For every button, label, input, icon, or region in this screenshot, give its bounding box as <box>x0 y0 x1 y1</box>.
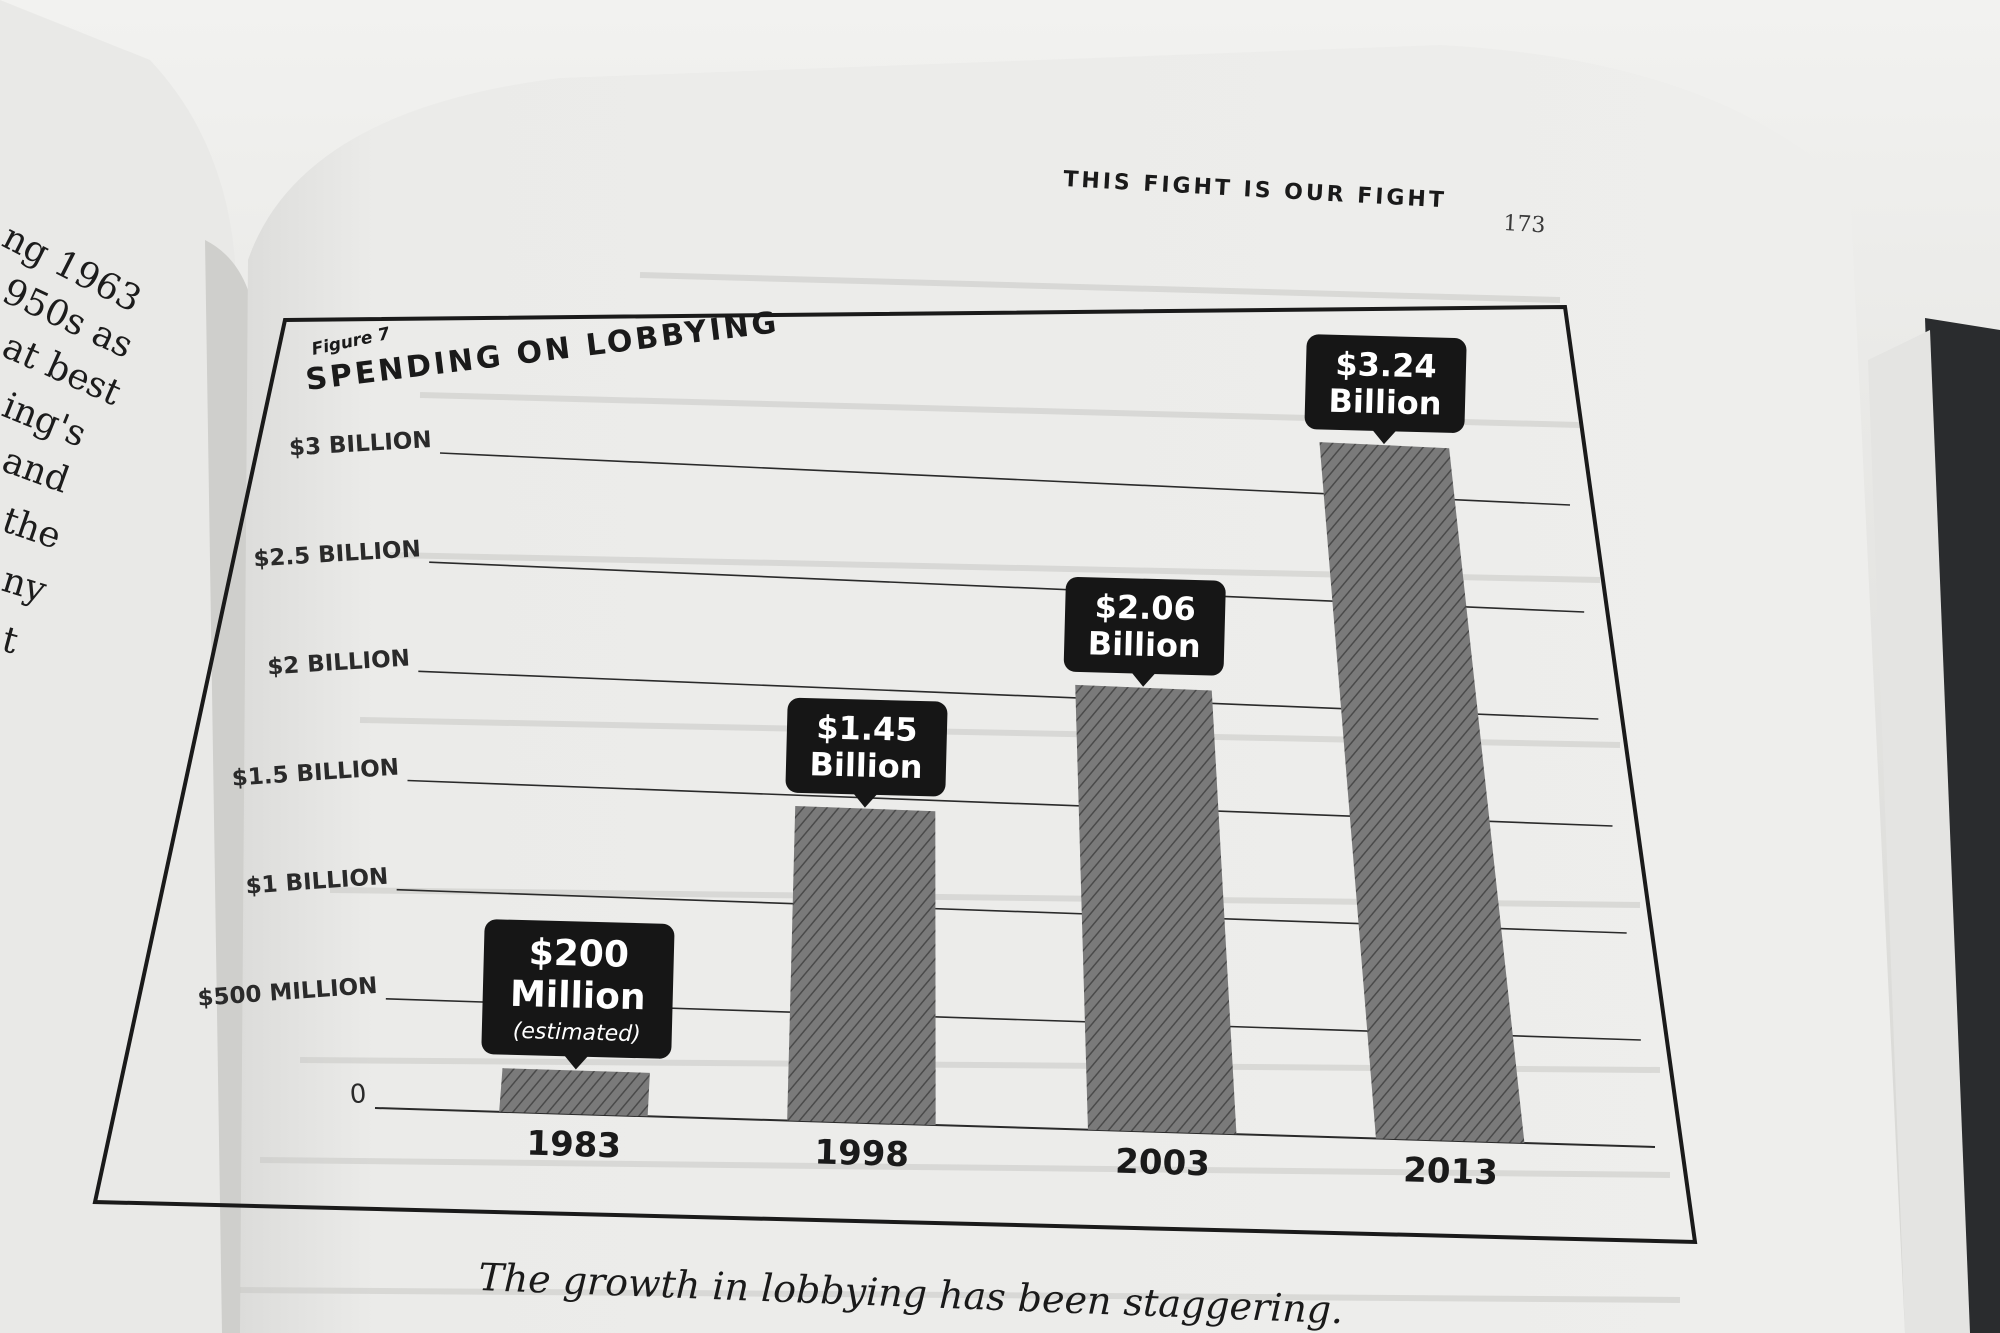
callout-box <box>1304 334 1467 433</box>
data-label-value: $3.24 <box>1335 345 1437 386</box>
callout-box <box>785 697 948 797</box>
page-number: 173 <box>1503 211 1546 238</box>
left-page <box>0 0 240 1333</box>
data-label-unit: Million <box>509 974 646 1019</box>
callout-pointer <box>1131 672 1156 687</box>
x-category-label: 1983 <box>526 1124 622 1167</box>
callout-pointer <box>853 793 878 808</box>
y-tick-label: 0 <box>349 1079 368 1110</box>
x-category-label: 1998 <box>814 1132 910 1175</box>
bar-1983 <box>499 1068 650 1117</box>
callout-pointer <box>564 1055 589 1070</box>
data-label-value: $2.06 <box>1094 587 1196 628</box>
bar-2003 <box>1075 684 1237 1135</box>
x-category-label: 2013 <box>1403 1150 1499 1193</box>
data-label-unit: Billion <box>1087 624 1201 665</box>
callout-box <box>481 919 675 1059</box>
callout-pointer <box>1372 429 1397 445</box>
right-page <box>240 45 1905 1333</box>
figure-frame <box>92 304 1698 1245</box>
bleed-through <box>239 272 1681 1303</box>
bar-1998 <box>787 805 936 1126</box>
bar-2013 <box>1319 442 1525 1144</box>
data-label-value: $200 <box>528 932 629 976</box>
book-cover-edge <box>1925 318 2000 1333</box>
lobbying-bar-chart: 0$500 MILLION$1 BILLION$1.5 BILLION$2 BI… <box>197 334 1656 1193</box>
data-label-value: $1.45 <box>816 708 918 749</box>
data-label-unit: Billion <box>1328 382 1442 423</box>
callout-box <box>1063 576 1226 676</box>
data-label-unit: Billion <box>809 745 923 786</box>
x-category-label: 2003 <box>1115 1142 1211 1185</box>
data-label-note: (estimated) <box>513 1019 642 1047</box>
